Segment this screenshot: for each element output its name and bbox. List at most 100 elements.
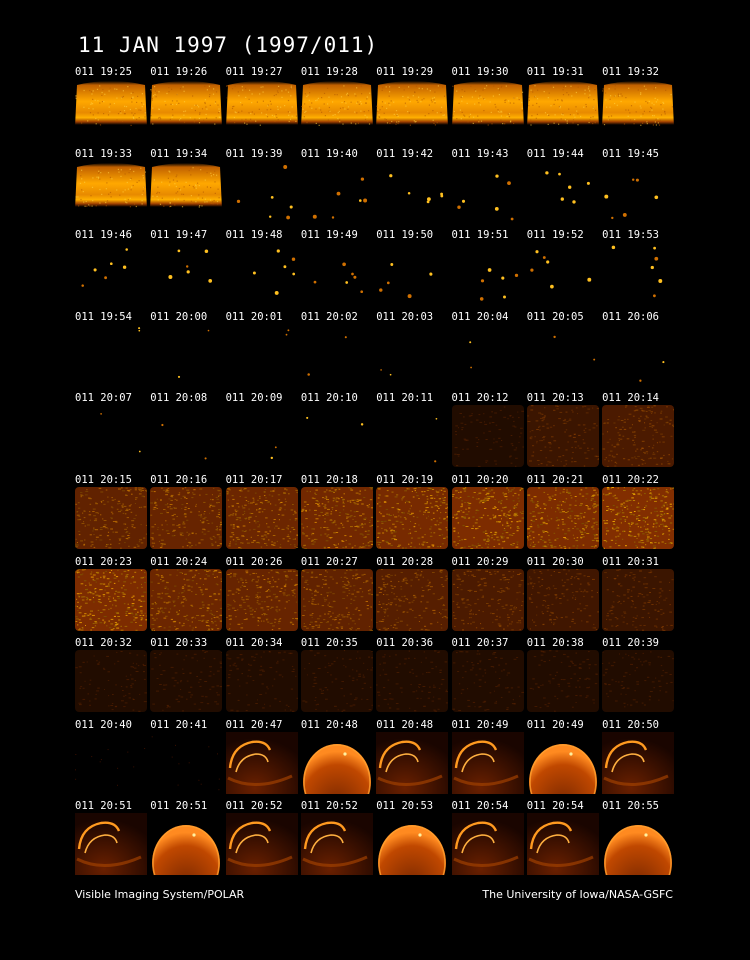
frame-image (376, 79, 449, 141)
frame-image (376, 242, 449, 305)
frame-timestamp: 011 20:32 (75, 637, 132, 650)
frame-timestamp: 011 20:40 (75, 718, 132, 731)
frame-image (451, 487, 524, 549)
frame-timestamp: 011 19:27 (225, 66, 283, 78)
frame-image (150, 79, 223, 141)
frame-timestamp: 011 19:32 (602, 66, 659, 78)
page-title: 11 JAN 1997 (1997/011) (78, 33, 379, 57)
frame-image (526, 731, 599, 794)
frame-timestamp: 011 20:53 (376, 800, 434, 813)
frame-image (150, 323, 223, 386)
frame-image (75, 405, 147, 468)
footer-credit-instrument: Visible Imaging System/POLAR (75, 888, 245, 901)
frame-timestamp: 011 20:48 (300, 718, 358, 731)
frame-image (300, 568, 373, 631)
frame-image (150, 650, 223, 713)
frame-image (300, 323, 373, 386)
frame-image (526, 405, 599, 468)
frame-timestamp: 011 19:46 (75, 229, 132, 242)
frame-image (602, 79, 675, 141)
frame-image (225, 79, 298, 141)
frame-timestamp: 011 20:00 (150, 310, 208, 323)
frame-image (602, 650, 675, 713)
frame-image (602, 242, 675, 305)
frame-timestamp: 011 20:52 (300, 800, 358, 813)
frame-timestamp: 011 20:54 (451, 800, 509, 813)
frame-timestamp: 011 20:55 (602, 800, 659, 813)
frame-timestamp: 011 20:50 (602, 718, 659, 731)
frame-image (150, 405, 223, 468)
frame-image (300, 242, 373, 305)
frame-image (75, 79, 147, 141)
frame-timestamp: 011 19:45 (602, 147, 659, 160)
frame-image (300, 487, 373, 549)
frame-timestamp: 011 19:30 (451, 66, 509, 78)
frame-image (526, 568, 599, 631)
frame-timestamp: 011 20:49 (526, 718, 584, 731)
frame-timestamp: 011 20:10 (300, 392, 358, 405)
frame-timestamp: 011 19:47 (150, 229, 208, 242)
frame-image (225, 487, 298, 549)
frame-timestamp: 011 20:38 (526, 637, 584, 650)
frame-timestamp: 011 19:31 (526, 66, 584, 78)
frame-timestamp: 011 20:15 (75, 474, 132, 486)
frame-image (150, 568, 223, 631)
frame-timestamp: 011 20:52 (225, 800, 283, 813)
frame-timestamp: 011 20:24 (150, 555, 208, 568)
frame-timestamp: 011 20:12 (451, 392, 509, 405)
frame-image (376, 568, 449, 631)
frame-image (526, 650, 599, 713)
frame-image (150, 160, 223, 223)
frame-image (602, 568, 675, 631)
frame-image (376, 650, 449, 713)
frame-image (225, 568, 298, 631)
frame-image (75, 242, 147, 305)
frame-image (300, 405, 373, 468)
frame-timestamp: 011 20:04 (451, 310, 509, 323)
frame-image (602, 323, 675, 386)
frame-image (602, 405, 675, 468)
frame-image (150, 813, 223, 876)
frame-image (376, 323, 449, 386)
frame-timestamp: 011 20:36 (376, 637, 434, 650)
frame-image (451, 242, 524, 305)
frame-image (602, 487, 675, 549)
frame-image (150, 487, 223, 549)
frame-timestamp: 011 20:34 (225, 637, 283, 650)
frame-image (451, 568, 524, 631)
frame-image (602, 731, 675, 794)
frame-timestamp: 011 20:02 (300, 310, 358, 323)
frame-timestamp: 011 20:14 (602, 392, 659, 405)
frame-timestamp: 011 20:23 (75, 555, 132, 568)
frame-image (150, 731, 223, 794)
frame-timestamp: 011 19:49 (300, 229, 358, 242)
frame-image (75, 487, 147, 549)
frame-timestamp: 011 19:39 (225, 147, 283, 160)
frame-image (300, 731, 373, 794)
frame-timestamp: 011 19:40 (300, 147, 358, 160)
frame-image (376, 731, 449, 794)
frame-timestamp: 011 20:05 (526, 310, 584, 323)
frame-image (75, 650, 147, 713)
frame-timestamp: 011 19:53 (602, 229, 659, 242)
frame-timestamp: 011 19:26 (150, 66, 208, 78)
frame-timestamp: 011 20:51 (150, 800, 208, 813)
frame-image (451, 813, 524, 876)
frame-image (526, 323, 599, 386)
frame-timestamp: 011 20:09 (225, 392, 283, 405)
frame-image (451, 731, 524, 794)
frame-image (526, 79, 599, 141)
frame-image (75, 160, 147, 223)
frame-image (150, 242, 223, 305)
frame-image (451, 323, 524, 386)
frame-image (225, 242, 298, 305)
frame-image (300, 650, 373, 713)
frame-image (376, 405, 449, 468)
frame-image (75, 813, 147, 876)
frame-timestamp: 011 20:29 (451, 555, 509, 568)
frame-timestamp: 011 20:03 (376, 310, 434, 323)
frame-image (75, 731, 147, 794)
footer-credit-institution: The University of Iowa/NASA-GSFC (482, 888, 673, 901)
frame-timestamp: 011 20:26 (225, 555, 283, 568)
